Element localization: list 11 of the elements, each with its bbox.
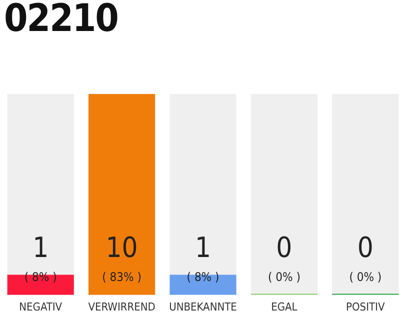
- data-label: 1 ( 8% ): [186, 231, 220, 284]
- data-label: 10 ( 83% ): [102, 231, 142, 284]
- data-label: 0 ( 0% ): [268, 231, 300, 284]
- x-tick-label: EGAL: [271, 300, 298, 314]
- x-tick-label: POSITIV: [346, 300, 385, 314]
- data-label: 1 ( 8% ): [24, 231, 57, 284]
- x-tick-label: NEGATIV: [19, 300, 62, 314]
- chart-title: 02210: [4, 0, 118, 40]
- x-tick-label: UNBEKANNTE: [169, 300, 237, 314]
- data-label: 0 ( 0% ): [349, 231, 382, 284]
- x-tick-label: VERWIRREND: [88, 300, 156, 314]
